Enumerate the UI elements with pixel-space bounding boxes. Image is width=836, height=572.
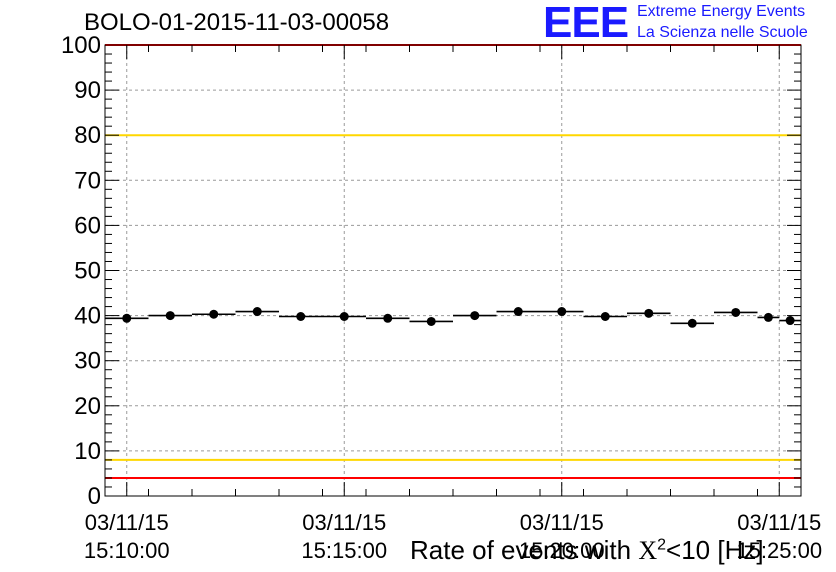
x-tick-label-date: 03/11/15 [520,510,604,535]
y-tick-label: 70 [74,167,101,194]
data-point [731,307,741,317]
y-tick-label: 90 [74,77,101,104]
y-tick-label: 50 [74,258,101,285]
x-axis-title-prefix: Rate of events with [410,535,639,565]
x-axis-title-symbol: X [638,536,658,565]
data-point [785,316,795,326]
y-tick-label: 10 [74,438,101,465]
data-point [296,312,306,322]
x-tick-label-time: 15:10:00 [84,538,170,563]
chart-title: BOLO-01-2015-11-03-00058 [84,9,390,36]
data-point [600,312,610,322]
logo-line-2: La Scienza nelle Scuole [637,24,808,41]
data-point [252,307,262,317]
x-axis-title-suffix: <10 [Hz] [666,535,764,565]
x-tick-label-time: 15:15:00 [301,538,387,563]
x-tick-label-date: 03/11/15 [85,510,169,535]
y-tick-label: 100 [61,32,101,59]
data-point [470,311,480,321]
data-point [426,316,436,326]
data-point [165,311,175,321]
data-points [105,307,801,328]
logo-line-1: Extreme Energy Events [637,3,806,20]
x-tick-label-time: 15:25:00 [736,538,822,563]
eee-logo: EEE [543,0,629,47]
data-point [209,309,219,319]
data-point [687,318,697,328]
data-point [122,313,132,323]
y-tick-label: 80 [74,122,101,149]
x-axis-title: Rate of events with X2<10 [Hz] [410,535,764,566]
axis-ticks [104,44,802,497]
data-point [383,313,393,323]
y-tick-labels: 0 10 20 30 40 50 60 70 80 90 100 [61,32,101,510]
y-tick-label: 40 [74,303,101,330]
data-point [644,308,654,318]
data-point [557,307,567,317]
y-tick-label: 30 [74,348,101,375]
y-tick-label: 0 [88,483,101,510]
x-tick-labels: 03/11/15 15:10:00 03/11/15 15:15:00 03/11/15… [84,510,822,563]
y-tick-label: 60 [74,212,101,239]
x-tick-label-date: 03/11/15 [302,510,386,535]
y-tick-label: 20 [74,393,101,420]
data-point [339,312,349,322]
x-tick-label-time: 15:20:00 [519,538,605,563]
x-axis-title-exponent: 2 [657,536,667,554]
x-tick-label-date: 03/11/15 [737,510,821,535]
data-point [763,312,773,322]
data-point [513,307,523,317]
